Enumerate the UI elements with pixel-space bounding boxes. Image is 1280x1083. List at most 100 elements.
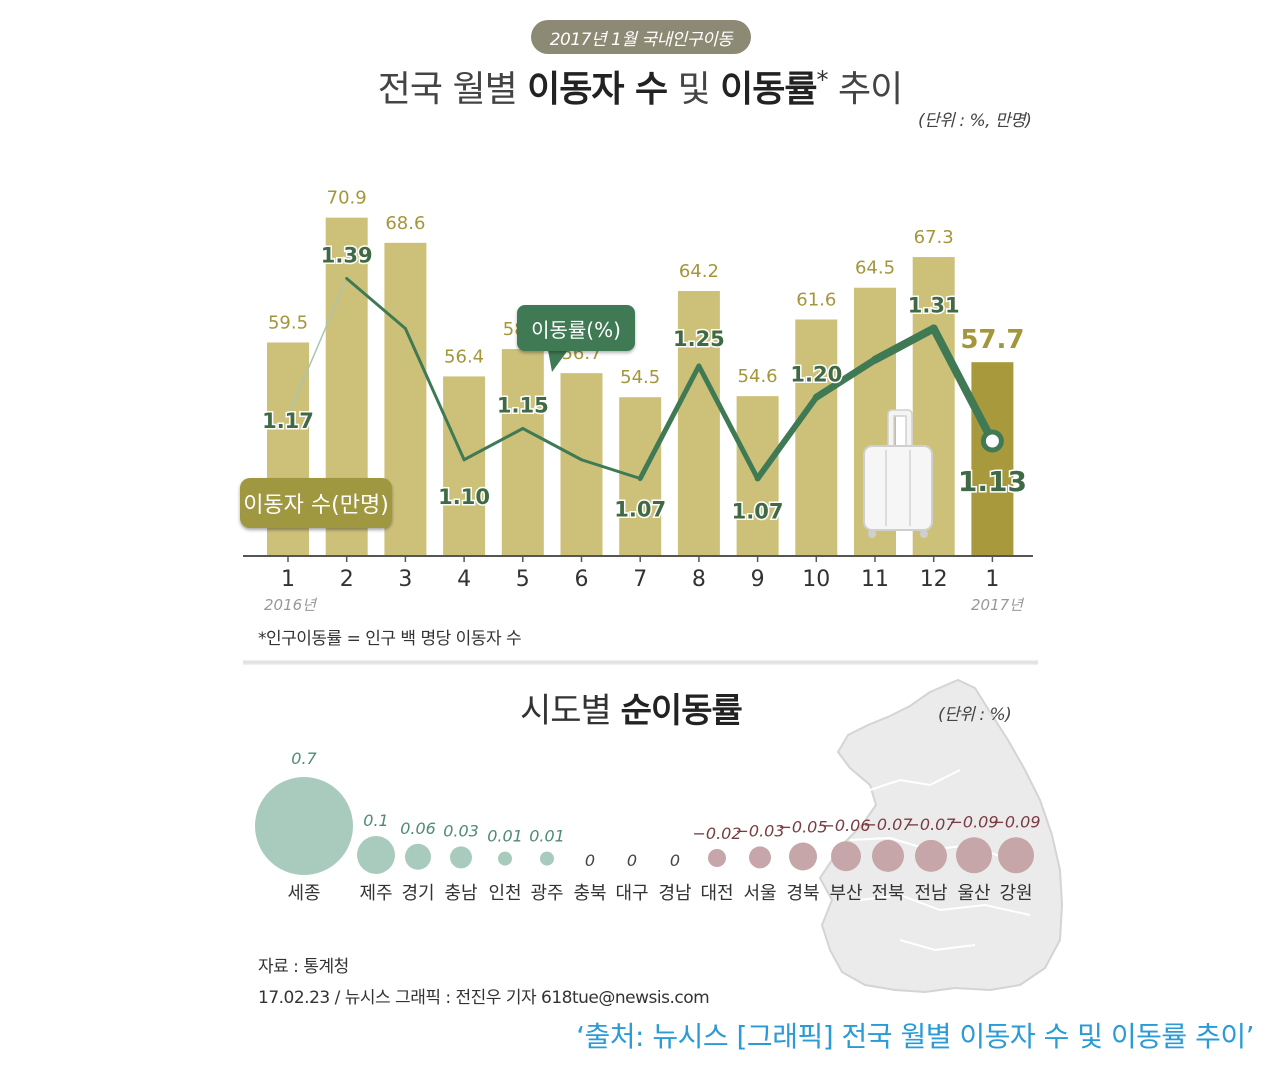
line-value-label: 1.15: [497, 394, 549, 418]
bubble-value-label: −0.05: [778, 818, 827, 837]
line-segment: [754, 394, 820, 482]
subchart-title: 시도별 순이동률: [520, 683, 743, 732]
bubble-category-label: 충남: [444, 883, 477, 904]
subchart-title-part: 시도별: [520, 691, 621, 731]
bar-value-label: 56.4: [444, 346, 484, 367]
x-tick-label: 6: [575, 567, 589, 592]
title-part-1: 전국 월별: [377, 69, 528, 110]
line-segment: [580, 458, 642, 480]
title-bold-1: 이동자 수: [527, 69, 668, 110]
bar-value-label: 59.5: [268, 312, 308, 333]
x-tick-label: 8: [692, 567, 706, 592]
bubble-value-label: 0.01: [487, 827, 523, 846]
line-segment: [871, 324, 938, 364]
line-segment: [287, 277, 348, 417]
title-bold-2: 이동률: [720, 69, 817, 110]
badge-pointer: [548, 350, 568, 372]
bubble-category-label: 세종: [287, 883, 320, 904]
x-tick-label: 10: [802, 567, 830, 592]
x-tick-label: 2: [340, 567, 354, 592]
top-unit-label: (단위 : %, 만명): [918, 111, 1032, 131]
bubble: [357, 836, 395, 874]
suitcase-body: [863, 445, 933, 531]
line-segment: [696, 363, 761, 481]
bar-value-label: 67.3: [914, 227, 954, 248]
bar-value-label: 70.9: [327, 188, 367, 209]
bubble-value-label: 0: [627, 851, 637, 870]
x-tick-label: 3: [398, 567, 412, 592]
bubble-value-label: −0.07: [906, 815, 956, 834]
bar-value-label: 68.6: [385, 213, 425, 234]
bubble-value-label: 0: [670, 851, 680, 870]
bubble-category-label: 충북: [573, 883, 606, 904]
bubble-value-label: 0.01: [529, 827, 565, 846]
bubble-category-label: 부산: [829, 883, 862, 904]
x-tick-label: 12: [920, 567, 948, 592]
title-part-2: 및: [667, 69, 721, 110]
line-segment: [403, 327, 466, 462]
bar: [501, 349, 544, 556]
bubble: [872, 839, 904, 872]
bubble-category-label: 대구: [615, 883, 648, 904]
line-segment: [929, 324, 997, 445]
bar-value-label: 54.5: [620, 367, 660, 388]
title-part-3: 추이: [827, 69, 903, 110]
bar-value-label: 54.6: [738, 366, 778, 387]
x-tick-label: 11: [861, 567, 889, 592]
x-tick-label: 1: [281, 567, 295, 592]
bubble: [450, 846, 472, 869]
bubble-value-label: −0.06: [821, 816, 870, 835]
bubble: [831, 841, 861, 872]
bubble-value-label: −0.09: [949, 812, 998, 831]
title-star: *: [816, 66, 829, 94]
x-tick-label: 5: [516, 567, 530, 592]
bubble: [405, 843, 431, 870]
year-label-start: 2016년: [264, 596, 318, 614]
line-series-badge: 이동률(%): [517, 305, 635, 351]
source-line-2: 17.02.23 / 뉴시스 그래픽 : 전진우 기자 618tue@newsi…: [258, 988, 710, 1008]
line-value-label: 1.13: [958, 465, 1027, 498]
line-value-label: 1.17: [262, 409, 314, 433]
line-segment: [521, 427, 583, 462]
bar-value-label: 57.7: [960, 325, 1024, 355]
bubble: [255, 777, 353, 875]
section-divider: [243, 660, 1038, 665]
bubble-category-label: 경남: [658, 883, 691, 904]
suitcase-wheel: [868, 530, 876, 538]
line-value-label: 1.25: [673, 327, 725, 351]
year-label-end: 2017년: [971, 596, 1025, 614]
suitcase-handle: [887, 409, 913, 447]
footnote: *인구이동률 = 인구 백 명당 이동자 수: [258, 629, 522, 649]
bubble-category-label: 광주: [530, 883, 563, 904]
line-segment: [462, 427, 525, 462]
caption: ‘출처: 뉴시스 [그래픽] 전국 월별 이동자 수 및 이동률 추이’: [576, 1020, 1254, 1053]
line-segment: [637, 363, 702, 481]
suitcase-icon: [863, 409, 933, 538]
bubble: [915, 839, 947, 872]
bar-value-label: 61.6: [796, 289, 836, 310]
bubble-value-label: −0.09: [991, 812, 1040, 831]
subchart-title-bold: 순이동률: [620, 691, 743, 731]
line-end-marker: [980, 429, 1004, 453]
bubble-category-label: 전남: [914, 883, 947, 904]
bubble-category-label: 전북: [871, 883, 904, 904]
bubble-value-label: −0.02: [692, 824, 741, 843]
bar: [971, 362, 1014, 556]
x-tick-label: 7: [633, 567, 647, 592]
bubble-category-label: 울산: [957, 883, 990, 904]
bubble-category-label: 인천: [488, 883, 521, 904]
bubble-value-label: 0.1: [363, 811, 388, 830]
bubble: [789, 842, 817, 871]
line-value-label: 1.10: [438, 485, 490, 509]
bubble-category-label: 서울: [743, 883, 776, 904]
bubble-value-label: 0.06: [400, 819, 436, 838]
bubble-category-label: 경기: [401, 883, 434, 904]
bar: [677, 291, 720, 556]
bubble-value-label: 0: [585, 851, 595, 870]
source-line-1: 자료 : 통계청: [258, 957, 349, 977]
bubble: [998, 837, 1034, 874]
bar: [443, 376, 486, 556]
